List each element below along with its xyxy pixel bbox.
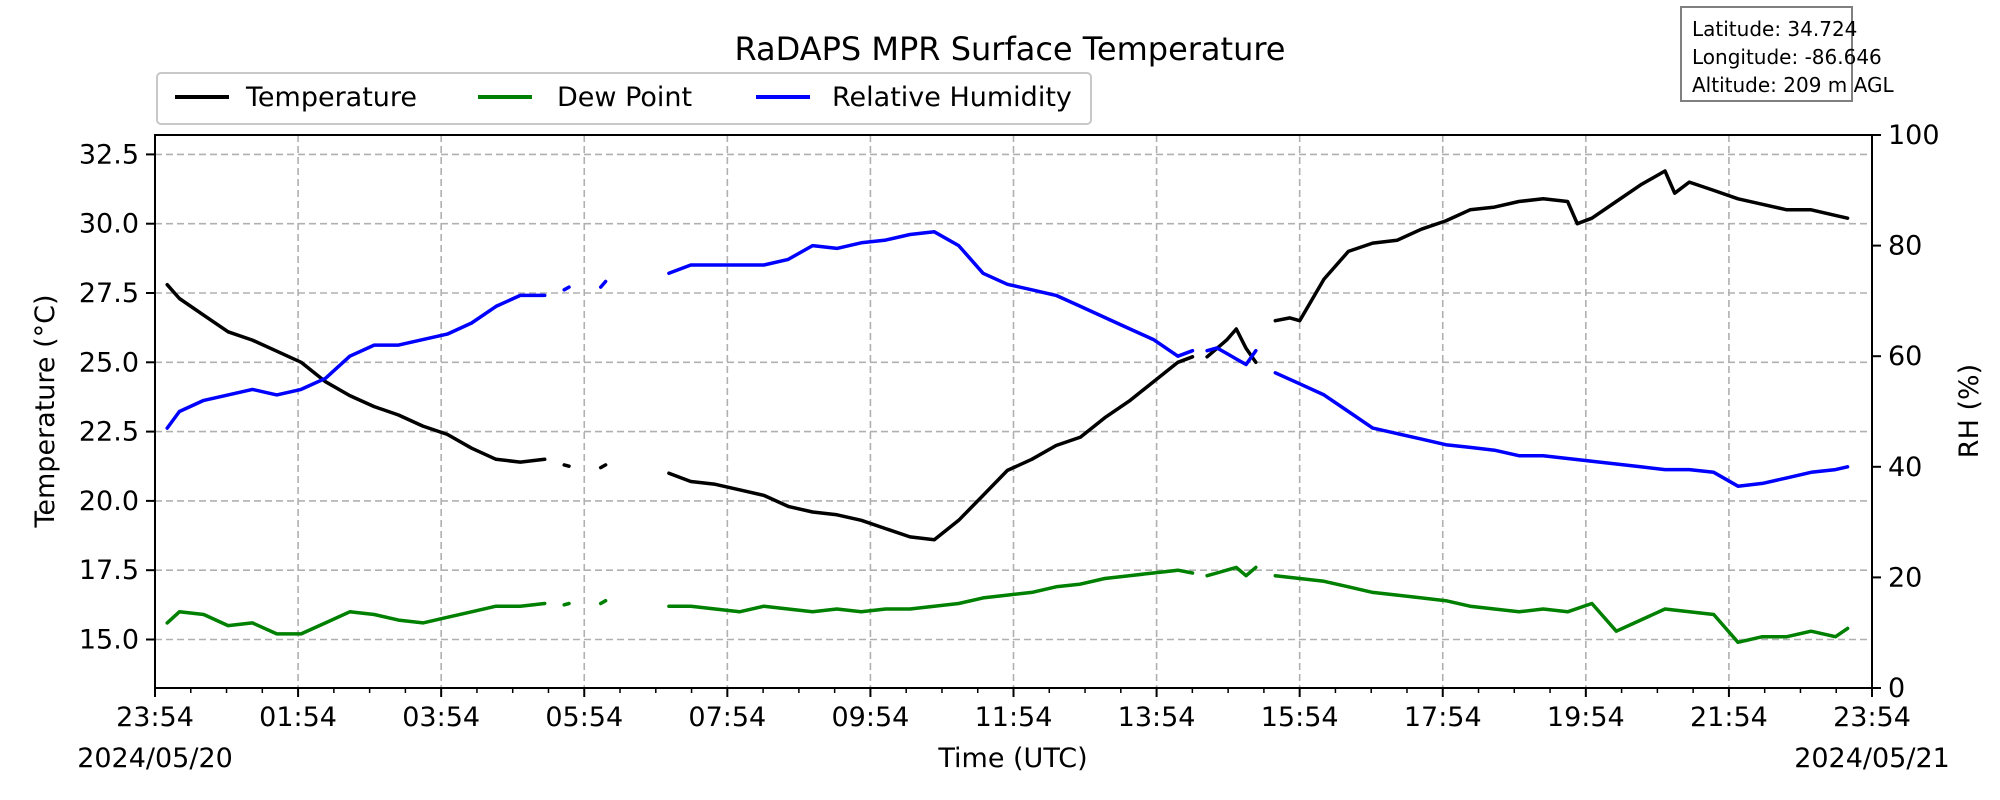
series-line-relative-humidity [1273,371,1850,488]
y-right-tick-label: 20 [1888,562,1922,593]
axis-ticks: 23:54 01:54 03:54 05:54 07:54 09:54 11:54 13:54… [79,120,1940,733]
y-left-tick-label: 30.0 [79,209,139,240]
y-left-tick-label: 27.5 [79,278,139,309]
x-tick-label: 19:54 [1547,702,1625,733]
x-tick-label: 09:54 [832,702,910,733]
y-left-tick-label: 17.5 [79,555,139,586]
series-line-dew-point [1205,565,1258,578]
start-date-label: 2024/05/20 [77,743,233,774]
series-lines [165,169,1850,645]
legend-label-dew-point: Dew Point [557,82,692,113]
x-tick-label: 23:54 [1833,702,1911,733]
x-tick-label: 07:54 [688,702,766,733]
y-left-tick-label: 22.5 [79,417,139,448]
y-right-tick-label: 60 [1888,341,1922,372]
series-line-relative-humidity [598,279,608,289]
series-line-dew-point [667,568,1195,614]
y-left-tick-label: 32.5 [79,139,139,170]
grid-lines [155,135,1872,688]
x-tick-label: 01:54 [259,702,337,733]
series-line-relative-humidity [165,293,547,430]
y-axis-left-label: Temperature (°C) [30,294,61,528]
y-axis-right-label: RH (%) [1954,364,1985,458]
series-line-relative-humidity [667,230,1195,358]
y-left-tick-label: 25.0 [79,347,139,378]
series-line-dew-point [1273,573,1850,645]
x-tick-label: 13:54 [1118,702,1196,733]
x-tick-label: 03:54 [402,702,480,733]
x-tick-label: 15:54 [1261,702,1339,733]
legend-frame [156,72,1092,125]
series-line-dew-point [598,598,608,606]
legend-label-temperature: Temperature [245,82,417,113]
series-line-relative-humidity [1205,346,1258,367]
x-tick-label: 05:54 [545,702,623,733]
location-info-box: Latitude: 34.724 Longitude: -86.646 Alti… [1680,6,1894,102]
y-right-tick-label: 100 [1888,120,1940,151]
series-line-temperature [562,463,571,468]
x-tick-label: 17:54 [1404,702,1482,733]
series-line-temperature [598,463,608,470]
series-line-temperature [667,355,1195,542]
series-line-temperature [165,282,547,464]
legend: Temperature Dew Point Relative Humidity [156,72,1092,125]
longitude-text: Longitude: -86.646 [1692,45,1882,69]
y-right-tick-label: 40 [1888,452,1922,483]
y-right-tick-label: 0 [1888,673,1905,704]
latitude-text: Latitude: 34.724 [1692,17,1858,41]
x-tick-label: 11:54 [975,702,1053,733]
series-line-dew-point [165,601,547,636]
x-tick-label: 21:54 [1690,702,1768,733]
y-left-tick-label: 15.0 [79,624,139,655]
x-axis-label: Time (UTC) [937,743,1087,774]
x-tick-label: 23:54 [116,702,194,733]
chart-title: RaDAPS MPR Surface Temperature [735,30,1286,68]
series-line-temperature [1273,169,1850,323]
series-line-relative-humidity [562,285,571,292]
series-line-dew-point [562,601,571,607]
end-date-label: 2024/05/21 [1794,743,1950,774]
y-right-tick-label: 80 [1888,231,1922,262]
altitude-text: Altitude: 209 m AGL [1692,73,1894,97]
y-left-tick-label: 20.0 [79,486,139,517]
legend-label-relative-humidity: Relative Humidity [832,82,1072,113]
